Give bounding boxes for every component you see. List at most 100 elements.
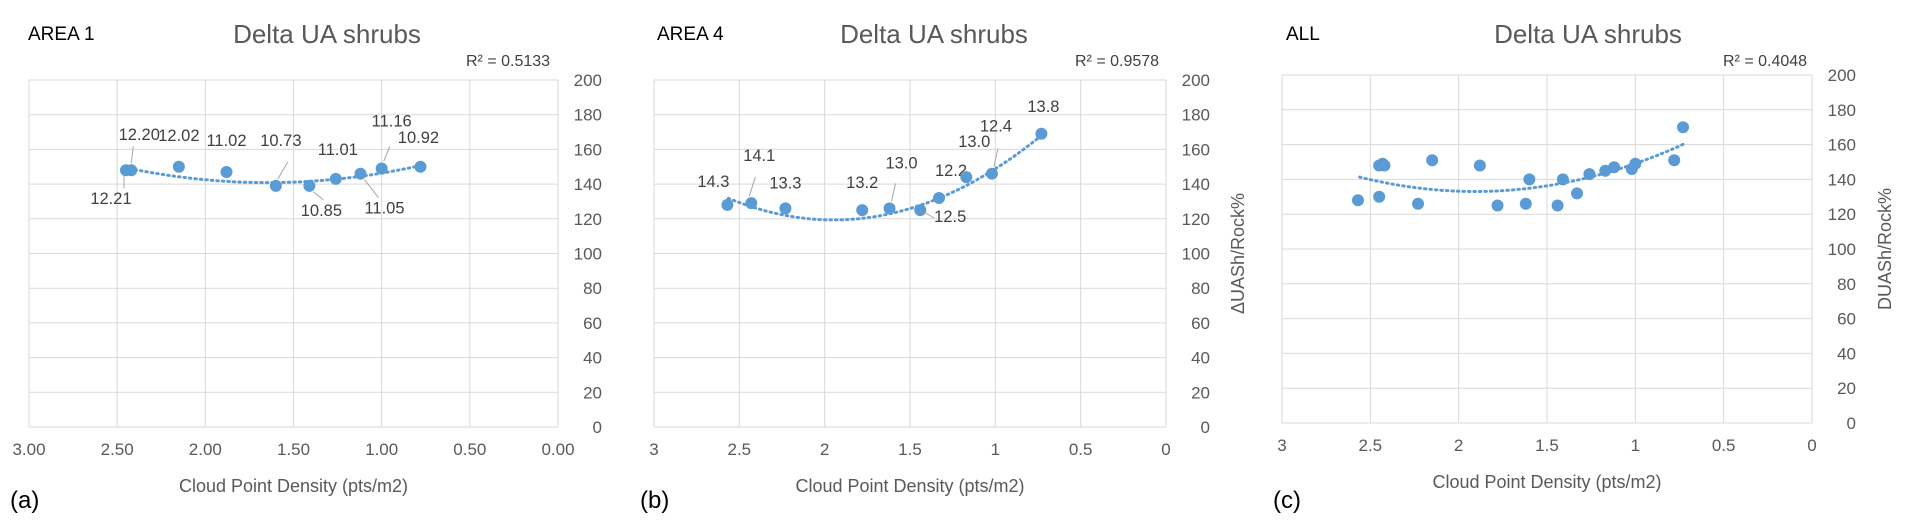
y-tick-label: 60 <box>1837 310 1856 329</box>
y-axis-title: ΔUASh/Rock% <box>1228 193 1248 314</box>
data-point <box>1412 197 1425 210</box>
data-label: 10.92 <box>398 129 439 147</box>
chart-title: Delta UA shrubs <box>840 19 1028 49</box>
r-squared-label: R² = 0.4048 <box>1723 53 1807 70</box>
data-label: 10.85 <box>301 202 342 220</box>
panel-label: (a) <box>10 487 39 514</box>
panel-label: (b) <box>640 487 669 514</box>
data-label: 12.20 <box>119 126 160 144</box>
data-label: 10.73 <box>260 132 301 150</box>
x-tick-label: 1.5 <box>898 440 922 459</box>
x-tick-label: 2.50 <box>101 440 134 459</box>
x-tick-label: 0 <box>1807 436 1816 455</box>
data-point <box>1668 154 1681 167</box>
data-label: 12.02 <box>158 127 199 145</box>
data-label-leader <box>383 146 391 162</box>
y-tick-label: 140 <box>1182 175 1210 194</box>
x-tick-label: 2.00 <box>189 440 222 459</box>
data-point <box>914 204 927 217</box>
y-tick-label: 20 <box>1837 379 1856 398</box>
y-tick-label: 160 <box>1828 136 1856 155</box>
data-label: 14.1 <box>743 147 775 165</box>
data-point <box>125 164 138 177</box>
r-squared-label: R² = 0.5133 <box>466 53 550 70</box>
y-tick-label: 80 <box>583 279 602 298</box>
data-point <box>1556 173 1569 186</box>
data-label-leader <box>923 211 935 219</box>
x-tick-label: 3 <box>1277 436 1286 455</box>
x-tick-label: 1 <box>1631 436 1640 455</box>
area-label: AREA 1 <box>28 24 95 45</box>
area-label: AREA 4 <box>657 24 724 45</box>
data-point <box>985 167 998 180</box>
y-tick-label: 60 <box>583 314 602 333</box>
x-tick-label: 1 <box>991 440 1000 459</box>
y-tick-label: 200 <box>574 71 602 90</box>
data-point <box>1677 121 1690 134</box>
trendline <box>1356 142 1685 193</box>
y-tick-label: 100 <box>1182 245 1210 264</box>
data-point <box>269 179 282 192</box>
data-point <box>375 162 388 175</box>
data-label-leader <box>364 179 379 198</box>
data-label: 12.2 <box>935 162 967 180</box>
y-tick-label: 20 <box>583 383 602 402</box>
data-point <box>883 202 896 215</box>
x-tick-label: 0.00 <box>541 440 574 459</box>
data-point <box>1551 199 1564 212</box>
data-point <box>1571 187 1584 200</box>
y-tick-label: 160 <box>1182 140 1210 159</box>
x-tick-label: 0.5 <box>1712 436 1736 455</box>
data-point <box>354 167 367 180</box>
y-tick-label: 0 <box>593 418 602 437</box>
data-point <box>1373 190 1386 203</box>
x-tick-label: 3 <box>649 440 658 459</box>
y-tick-label: 20 <box>1191 383 1210 402</box>
y-tick-label: 120 <box>1182 210 1210 229</box>
data-point <box>1608 161 1621 174</box>
data-point <box>1426 154 1439 167</box>
y-tick-label: 120 <box>574 210 602 229</box>
data-label: 13.8 <box>1027 98 1059 116</box>
x-tick-label: 0.5 <box>1069 440 1093 459</box>
y-tick-label: 40 <box>583 349 602 368</box>
data-label-leader <box>891 183 897 202</box>
data-point <box>856 204 869 217</box>
data-label: 13.0 <box>885 154 917 172</box>
data-label-leader <box>313 191 324 201</box>
data-point <box>1519 197 1532 210</box>
x-tick-label: 3.00 <box>12 440 45 459</box>
x-tick-label: 0 <box>1161 440 1170 459</box>
chart-panel-3: 0 20 40 60 80 100 120 140 160 180 200 3 2.5 2 1.5 1 0.5 0… <box>1273 19 1895 514</box>
chart-panel-1: 0 20 40 60 80 100 120 140 160 180 200 3.00 2.50 2.00 1… <box>10 19 602 514</box>
y-tick-label: 180 <box>1182 106 1210 125</box>
data-point <box>414 160 427 173</box>
y-tick-label: 40 <box>1191 349 1210 368</box>
data-label-leader <box>993 148 999 167</box>
y-tick-label: 100 <box>574 245 602 264</box>
y-tick-label: 80 <box>1191 279 1210 298</box>
x-axis-title: Cloud Point Density (pts/m2) <box>795 476 1024 496</box>
data-label: 13.3 <box>769 174 801 192</box>
x-tick-label: 2.5 <box>1359 436 1383 455</box>
data-label: 13.0 <box>958 133 990 151</box>
y-tick-label: 0 <box>1201 418 1210 437</box>
x-tick-label: 0.50 <box>453 440 486 459</box>
data-label: 11.01 <box>318 141 358 159</box>
data-label: 14.3 <box>697 173 729 191</box>
y-axis-title: DUASh/Rock% <box>1875 188 1895 310</box>
y-tick-label: 80 <box>1837 275 1856 294</box>
data-point <box>1629 157 1642 170</box>
data-point <box>933 191 946 204</box>
data-point <box>1491 199 1504 212</box>
data-point <box>172 160 185 173</box>
trendline <box>725 134 1043 222</box>
data-label-leader <box>130 146 134 164</box>
data-point <box>329 172 342 185</box>
data-point <box>220 165 233 178</box>
chart-panel-2: 0 20 40 60 80 100 120 140 160 180 200 3 2.5 2 1.5 1 0.5 0… <box>640 19 1248 514</box>
data-label: 11.02 <box>206 132 246 150</box>
data-label: 11.05 <box>364 200 404 218</box>
y-tick-label: 40 <box>1837 344 1856 363</box>
